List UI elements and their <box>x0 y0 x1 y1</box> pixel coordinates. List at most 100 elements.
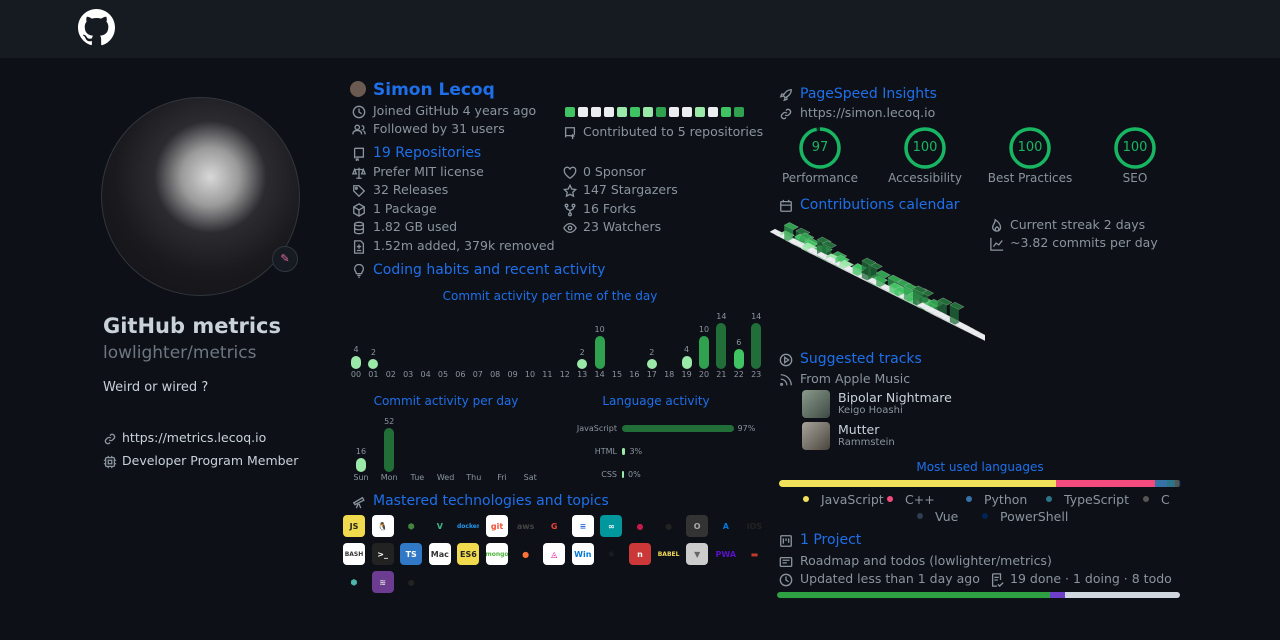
day-label: Fri <box>497 473 507 482</box>
hour-label: 06 <box>455 370 466 379</box>
hour-label: 12 <box>559 370 570 379</box>
disk-usage-text: 1.82 GB used <box>373 219 458 234</box>
package-icon <box>352 202 366 217</box>
calendar-day <box>591 107 601 117</box>
hour-label: 04 <box>420 370 431 379</box>
days-chart-title: Commit activity per day <box>373 394 519 408</box>
azure-icon: A <box>722 521 729 531</box>
calendar-cell-side <box>852 266 862 278</box>
profile-name: GitHub metrics <box>103 314 282 338</box>
cpu-icon <box>103 454 117 469</box>
language-activity-bar <box>622 471 624 478</box>
redux-saga-icon: ▬ <box>750 549 759 559</box>
hour-label: 00 <box>350 370 362 379</box>
stargazers-text: 147 Stargazers <box>583 182 678 197</box>
score-label: Accessibility <box>888 171 962 185</box>
hour-label: 16 <box>629 370 640 379</box>
track-title[interactable]: Bipolar Nightmare <box>838 390 952 405</box>
arduino-icon: ∞ <box>600 515 623 537</box>
link-icon <box>103 431 117 445</box>
score-value: 100 <box>1017 140 1043 155</box>
hour-label: 07 <box>472 370 483 379</box>
language-dot <box>1046 496 1052 502</box>
progress-doing <box>1050 592 1065 598</box>
hour-label: 17 <box>646 370 657 379</box>
hour-value: 2 <box>370 348 376 357</box>
calendar-day <box>604 107 614 117</box>
language-dot <box>966 496 972 502</box>
git-icon: git <box>486 515 508 537</box>
nodejs-icon: ⬢ <box>407 521 415 531</box>
track-title[interactable]: Mutter <box>838 422 880 437</box>
track-artist: Rammstein <box>838 437 895 448</box>
hour-value: 2 <box>649 348 655 357</box>
tracks-source: From Apple Music <box>800 371 911 386</box>
repo-push-icon <box>563 125 577 140</box>
user-name[interactable]: Simon Lecoq <box>373 80 495 100</box>
calendar-day <box>630 107 640 117</box>
language-dot <box>887 496 893 502</box>
database-icon: ≡ <box>571 515 594 537</box>
javascript-icon: JS <box>343 515 365 537</box>
hour-label: 11 <box>542 370 553 379</box>
typescript-icon: TS <box>400 543 423 565</box>
raspberry-pi-icon: ● <box>636 521 644 531</box>
graph-icon <box>990 236 1004 251</box>
pwa-icon: PWA <box>715 549 737 559</box>
calendar-day <box>695 107 705 117</box>
hour-label: 21 <box>716 370 727 379</box>
calendar-cell <box>975 333 985 341</box>
profile-website[interactable]: https://metrics.lecoq.io <box>122 430 267 445</box>
babel-icon: BABEL <box>657 550 680 558</box>
hour-value: 6 <box>736 338 742 348</box>
language-dot <box>982 513 988 519</box>
npm-icon: n <box>629 543 651 565</box>
project-name[interactable]: Roadmap and todos (lowlighter/metrics) <box>800 553 1052 568</box>
profile-login: lowlighter/metrics <box>103 343 257 363</box>
language-segment <box>1167 480 1176 487</box>
telescope-icon <box>352 494 366 509</box>
score-gauge: 100 <box>1113 126 1157 170</box>
play-icon <box>779 352 793 367</box>
calendar-cell <box>783 222 799 230</box>
language-activity-bar <box>622 425 734 432</box>
diff-icon <box>352 239 366 254</box>
calendar-cell <box>875 270 891 278</box>
calendar-cell-side <box>861 260 871 283</box>
calendar-cell-side <box>949 305 959 327</box>
language-segment <box>1180 480 1181 487</box>
pagespeed-url[interactable]: https://simon.lecoq.io <box>800 105 936 120</box>
project-updated: Updated less than 1 day ago <box>800 571 980 586</box>
projects-title[interactable]: 1 Project <box>800 532 862 548</box>
firefox-icon: ● <box>522 549 530 559</box>
changes-text: 1.52m added, 379k removed <box>373 238 555 253</box>
checklist-icon <box>990 572 1004 588</box>
languages-bar <box>779 480 1181 487</box>
languages-title: Most used languages <box>916 460 1044 474</box>
hour-bar <box>699 336 709 369</box>
clock-icon <box>779 572 793 587</box>
electron-icon: ⚛ <box>607 549 615 559</box>
deno-icon: ● <box>407 577 415 587</box>
calendar-day <box>617 107 627 117</box>
score-label: Best Practices <box>987 171 1073 185</box>
ios-icon: iOS <box>746 521 763 531</box>
day-label: Tue <box>410 473 425 482</box>
link-icon <box>779 106 793 120</box>
calendar-title: Contributions calendar <box>800 197 960 213</box>
technologies-title: Mastered technologies and topics <box>373 493 609 509</box>
fork-icon <box>563 202 577 217</box>
gauge-ring <box>1009 127 1051 169</box>
project-progress-text: 19 done · 1 doing · 8 todo <box>1010 571 1172 586</box>
status-emoji-icon: ✎ <box>272 246 298 272</box>
releases-text: 32 Releases <box>373 182 449 197</box>
calendar-day <box>643 107 653 117</box>
language-name: PowerShell <box>1000 509 1069 524</box>
mongodb-icon: mongo <box>486 543 508 565</box>
hour-label: 08 <box>490 370 501 379</box>
average-commits-text: ~3.82 commits per day <box>1010 235 1158 250</box>
track-artist: Keigo Hoashi <box>838 405 903 416</box>
track-cover <box>802 422 830 450</box>
github-logo-icon[interactable] <box>78 9 115 46</box>
repositories-link[interactable]: 19 Repositories <box>373 145 482 161</box>
